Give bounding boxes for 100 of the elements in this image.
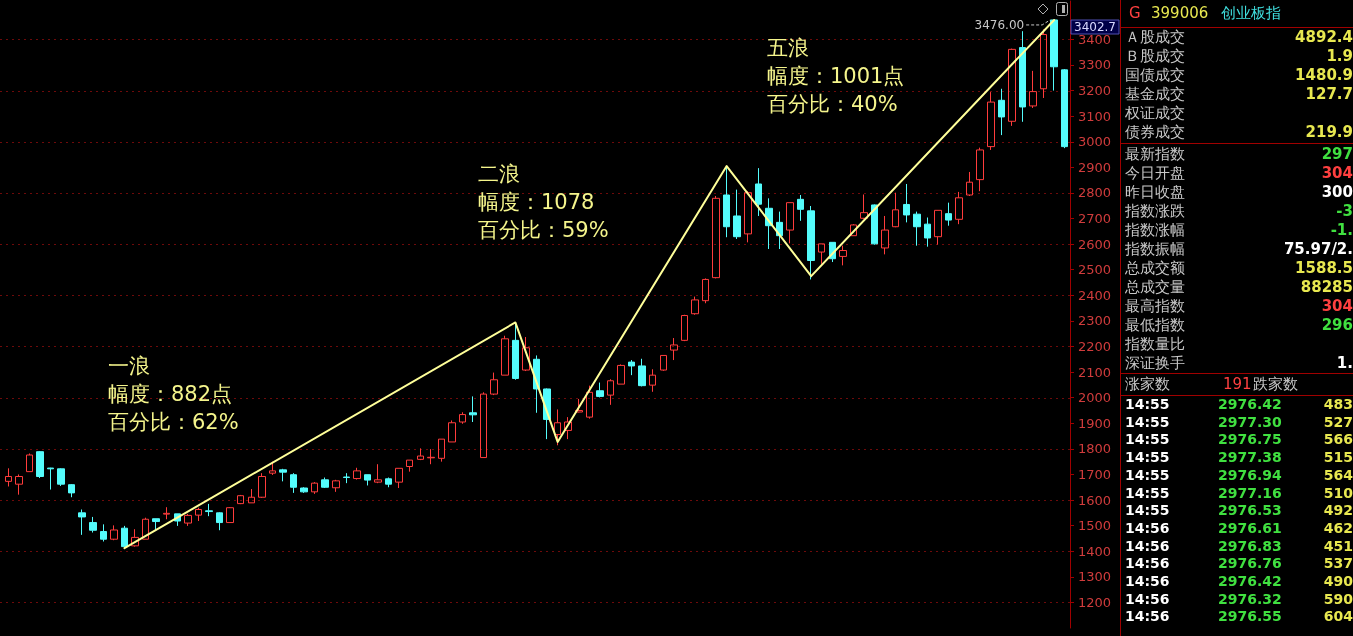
- text: 14:55: [1125, 396, 1170, 414]
- text: 1480.9: [1295, 66, 1353, 85]
- text: 2976.83: [1218, 537, 1282, 556]
- text: 2976.55: [1218, 608, 1282, 627]
- text: 304: [1321, 164, 1353, 183]
- text: 跌家数: [1253, 374, 1298, 394]
- candlestick: [987, 91, 995, 151]
- text: Ａ股成交: [1125, 28, 1185, 47]
- candlestick: [660, 354, 667, 372]
- text: -3: [1336, 202, 1353, 221]
- text: 国债成交: [1125, 66, 1185, 85]
- y-tick-label: 2200: [1078, 338, 1112, 354]
- candlestick: [575, 398, 583, 413]
- y-tick-label: 3200: [1078, 83, 1112, 99]
- text: 2976.42: [1218, 396, 1282, 414]
- candlestick: [121, 525, 128, 549]
- annotation: 百分比：62%: [108, 409, 239, 434]
- text: 2976.32: [1218, 590, 1282, 609]
- candlestick: [100, 523, 107, 542]
- candlestick: [343, 472, 350, 484]
- candlestick: [871, 203, 878, 246]
- candlestick: [279, 468, 287, 482]
- text: 总成交量: [1125, 278, 1185, 297]
- y-tick-label: 2400: [1078, 287, 1112, 303]
- text: 304: [1321, 297, 1353, 316]
- text: 最新指数: [1125, 145, 1185, 164]
- text: 14:56: [1125, 555, 1170, 573]
- text: 创业板指: [1221, 3, 1281, 24]
- text: 127.7: [1305, 85, 1353, 104]
- candlestick: [15, 473, 23, 496]
- candlestick: [892, 192, 899, 228]
- candlestick: [374, 463, 382, 484]
- candlestick: [649, 368, 656, 393]
- candlestick: [417, 447, 424, 461]
- candlestick: [850, 223, 857, 237]
- text: 297: [1321, 145, 1353, 164]
- candlestick: [395, 467, 403, 489]
- text: 604: [1323, 608, 1353, 627]
- text: 14:56: [1125, 590, 1170, 609]
- y-tick-label: 2700: [1078, 211, 1112, 227]
- annotation: 3476.00: [974, 17, 1025, 32]
- text: 14:55: [1125, 484, 1170, 503]
- text: 1588.5: [1295, 259, 1353, 278]
- annotation: 百分比：40%: [767, 91, 898, 116]
- candlestick: [966, 171, 973, 197]
- text: 指数量比: [1125, 335, 1185, 354]
- text: 4892.4: [1295, 28, 1353, 47]
- candlestick: [427, 448, 435, 465]
- candlestick: [332, 479, 340, 493]
- candlestick: [205, 503, 213, 517]
- candlestick: [934, 209, 942, 246]
- candlestick: [945, 202, 952, 227]
- annotation: 百分比：59%: [478, 217, 609, 242]
- text: 指数涨幅: [1125, 221, 1185, 240]
- candlestick: [353, 467, 361, 481]
- candlestick: [469, 395, 477, 423]
- candlestick: [216, 511, 223, 531]
- candlestick: [786, 202, 794, 244]
- candlestick: [797, 194, 804, 222]
- text: 2977.30: [1218, 413, 1282, 432]
- text: 指数振幅: [1125, 240, 1185, 259]
- candlestick: [1008, 48, 1016, 127]
- candlestick: [195, 507, 202, 522]
- candlestick: [142, 517, 149, 540]
- text: 75.97/2.: [1283, 240, 1353, 259]
- candlestick: [596, 382, 604, 398]
- text: 3402.7: [1074, 20, 1116, 34]
- text: 14:56: [1125, 519, 1170, 538]
- candlestick: [89, 516, 97, 534]
- text: 债券成交: [1125, 123, 1185, 142]
- text: 今日开盘: [1125, 164, 1185, 183]
- text: 14:55: [1125, 413, 1170, 432]
- text: 2976.94: [1218, 466, 1282, 485]
- candlestick: [733, 189, 741, 240]
- text: 14:55: [1125, 466, 1170, 485]
- candlestick: [501, 335, 509, 376]
- candlestick: [976, 147, 984, 192]
- text: 2976.61: [1218, 519, 1282, 538]
- candlestick: [385, 477, 392, 488]
- candlestick: [776, 211, 783, 250]
- candlestick: [586, 385, 593, 420]
- y-tick-label: 3300: [1078, 57, 1112, 73]
- text: 483: [1323, 396, 1353, 414]
- text: 399006: [1151, 3, 1209, 24]
- text: 219.9: [1305, 123, 1353, 142]
- y-tick-label: 2000: [1078, 390, 1112, 406]
- candlestick: [184, 513, 192, 527]
- annotation: 幅度：882点: [108, 381, 233, 406]
- candlestick: [311, 481, 318, 495]
- text: 296: [1321, 316, 1353, 335]
- y-tick-label: 1800: [1078, 441, 1112, 457]
- y-tick-label: 2500: [1078, 262, 1112, 278]
- text: 2976.53: [1218, 502, 1282, 520]
- candlestick: [638, 358, 646, 387]
- y-tick-label: 2100: [1078, 364, 1112, 380]
- text: 14:56: [1125, 608, 1170, 627]
- candlestick: [691, 296, 699, 316]
- candlestick: [406, 459, 413, 473]
- candlestick: [607, 378, 614, 406]
- candlestick: [564, 416, 572, 440]
